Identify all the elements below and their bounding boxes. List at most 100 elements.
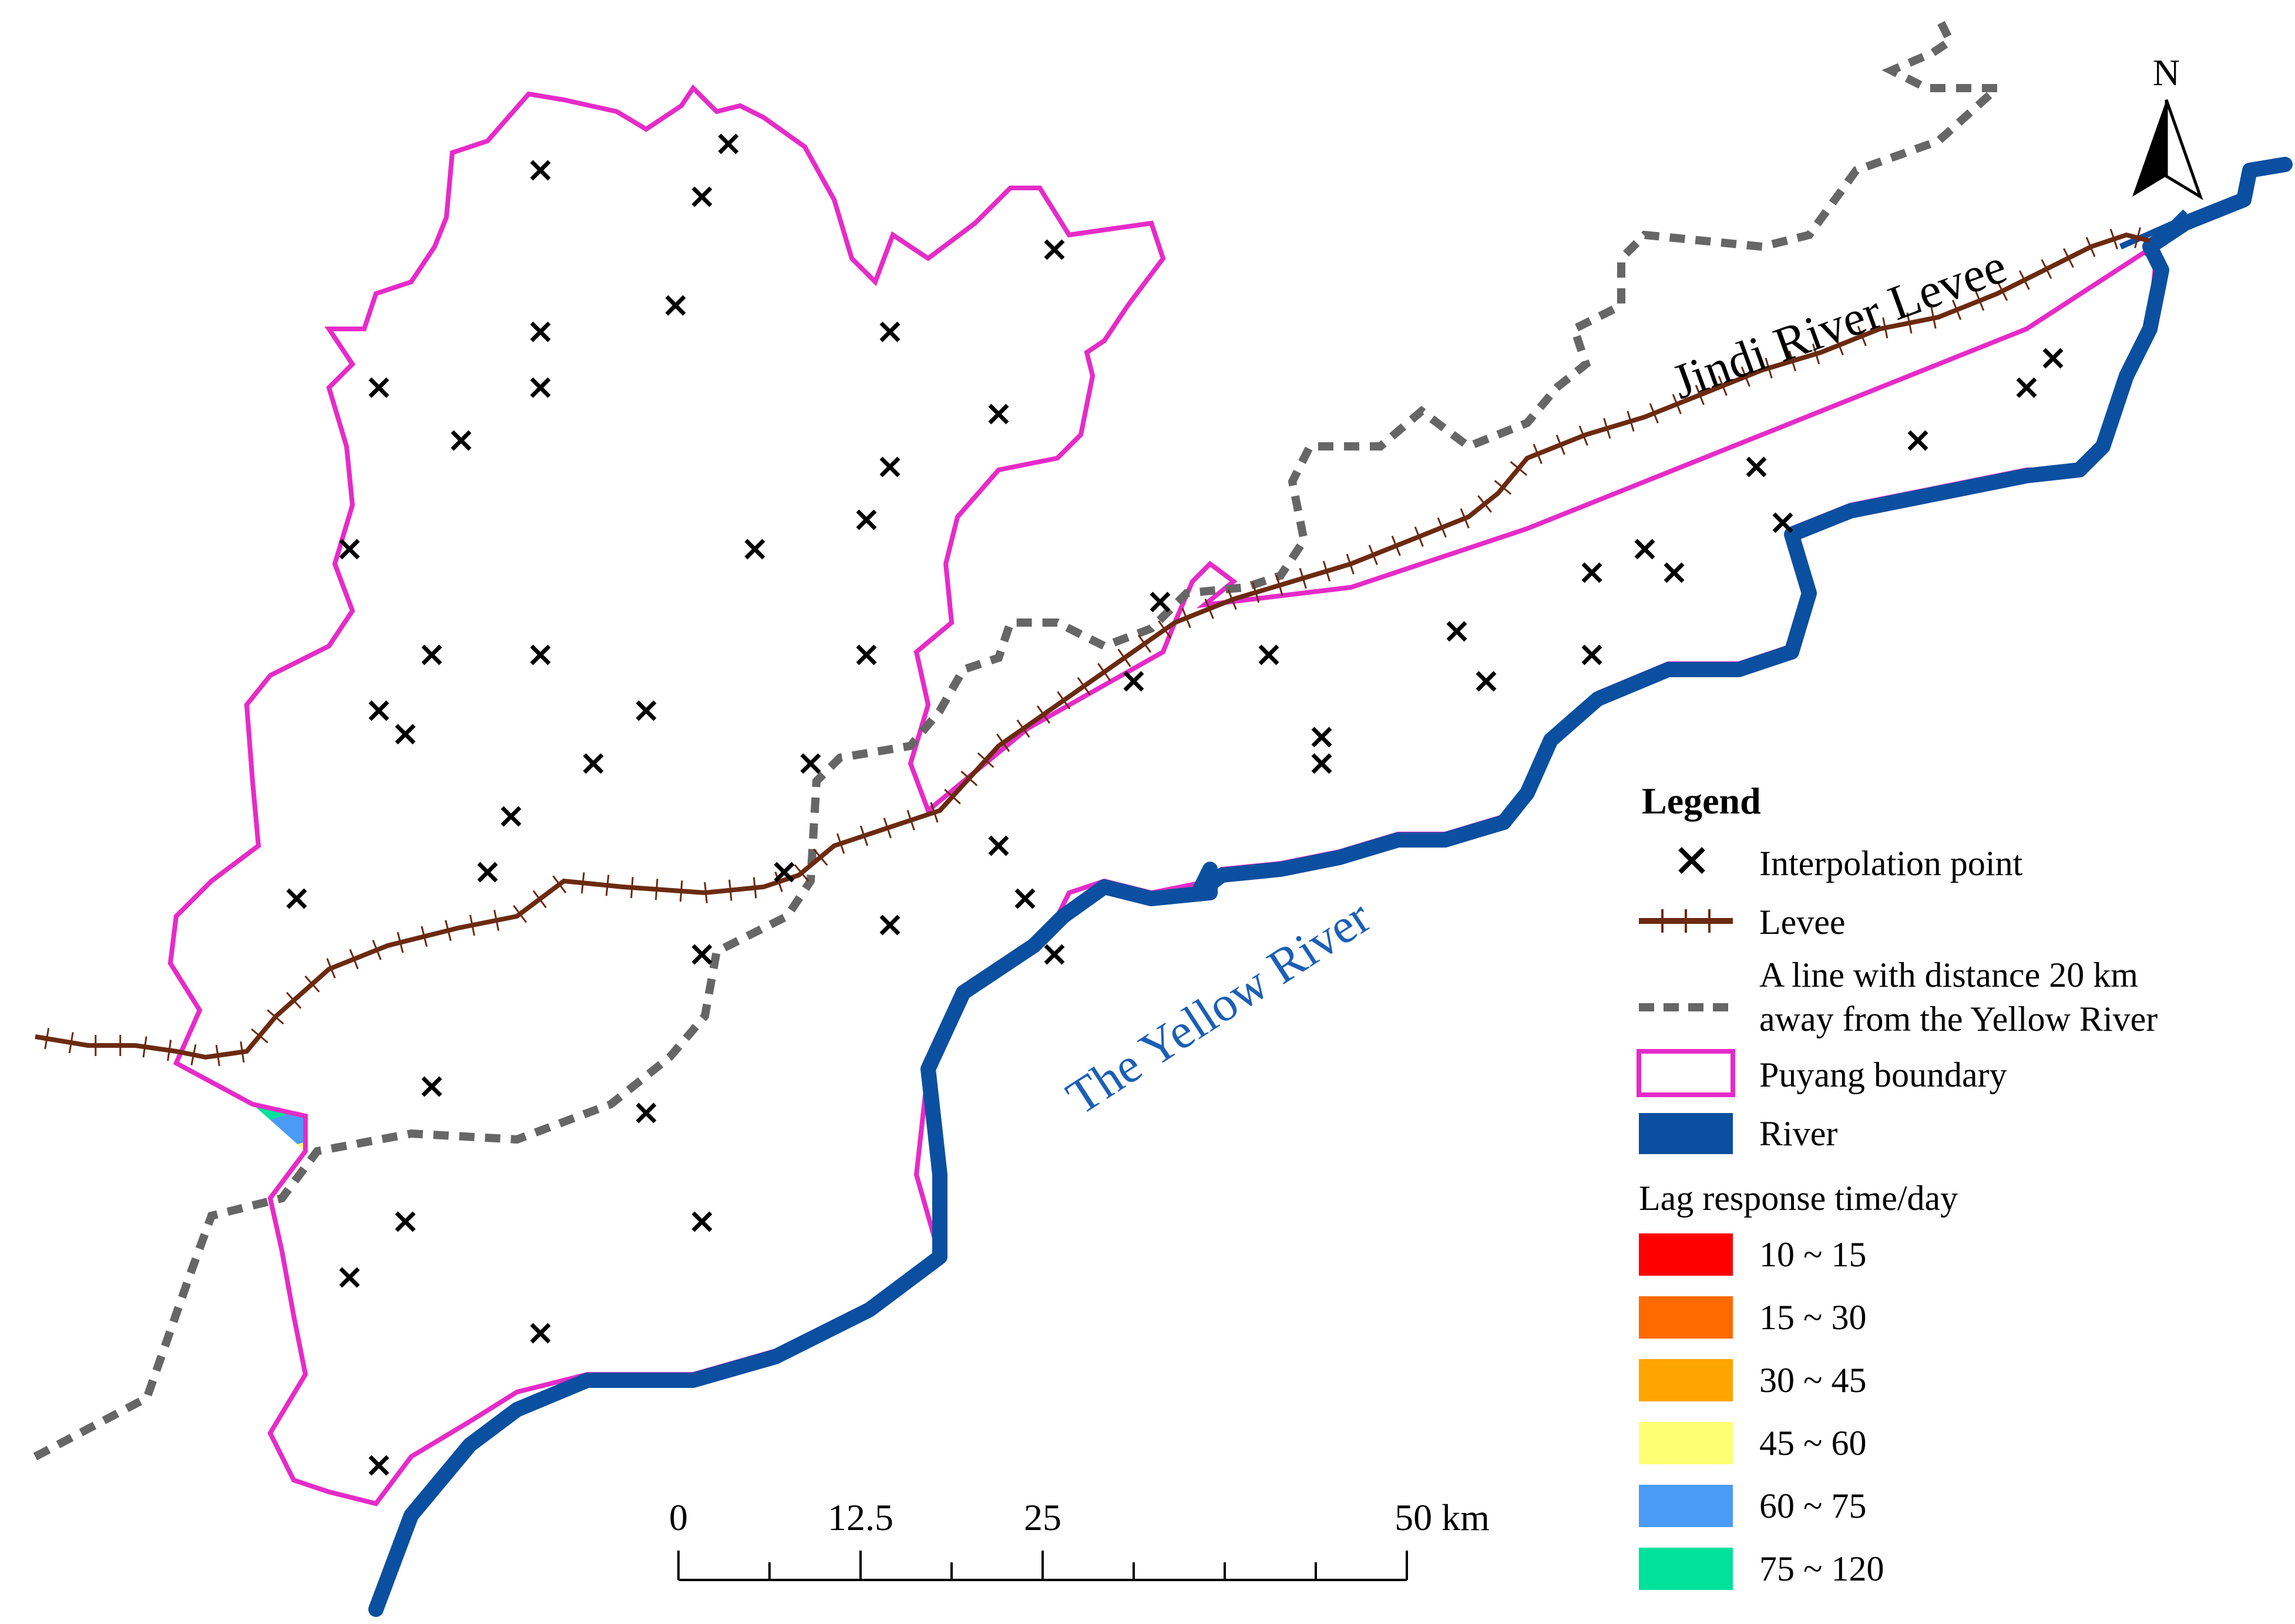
scale-bar (677, 1551, 1408, 1581)
legend-title: Legend (1642, 780, 1761, 822)
interpolation-point-icon (421, 644, 442, 665)
levee-tick (1414, 526, 1424, 547)
levee-tick (1930, 307, 1937, 329)
levee-tick (1322, 560, 1331, 582)
interpolation-point-icon (800, 753, 821, 774)
levee-tick (1460, 508, 1470, 529)
levee-tick (68, 1032, 74, 1054)
interpolation-point-icon (856, 644, 877, 665)
levee-tick (326, 958, 336, 979)
interpolation-point-icon (530, 160, 551, 181)
levee-tick (977, 752, 994, 768)
levee-tick (859, 825, 869, 846)
levee-tick (679, 880, 683, 902)
levee-tick (532, 890, 547, 909)
levee-tick (1906, 312, 1913, 334)
levee-tick (1299, 567, 1307, 589)
levee-tick (2063, 248, 2074, 268)
levee-tick (167, 1040, 172, 1061)
levee-tick (581, 872, 585, 894)
legend-classes: 10 ~ 15 15 ~ 30 30 ~ 45 45 ~ 60 60 ~ 75 75 ~ … (1639, 1233, 1884, 1590)
legend-class-label: 10 ~ 15 (1759, 1235, 1866, 1274)
levee-tick (304, 975, 320, 993)
legend-class-swatch (1639, 1359, 1733, 1401)
legend-class-swatch (1639, 1485, 1733, 1527)
interpolation-point-icon (691, 944, 713, 965)
levee-tick (1510, 460, 1528, 476)
levee-tick (1997, 281, 2008, 301)
interpolation-point-icon (451, 430, 472, 451)
levee-tick (396, 932, 404, 953)
interpolation-point-icon (1581, 562, 1602, 583)
interpolation-point-icon (1476, 671, 1497, 692)
interpolation-point-icon (1581, 644, 1602, 665)
yellow-river (368, 157, 2293, 1617)
scale-label-50km: 50 km (1395, 1497, 1490, 1538)
interpolation-point-icon (691, 186, 713, 207)
interpolation-point-icon (500, 806, 522, 827)
legend-levee-symbol (1639, 909, 1733, 933)
interpolation-point-icon (774, 862, 795, 883)
interpolation-point-icon (1258, 644, 1279, 665)
legend-class-swatch (1639, 1296, 1733, 1339)
interpolation-point-icon (1311, 727, 1332, 748)
legend-class-swatch (1639, 1548, 1733, 1590)
scale-label-12-5: 12.5 (828, 1497, 893, 1538)
levee-tick (285, 991, 302, 1009)
interpolation-point-icon (368, 377, 389, 398)
interpolation-point-icon (1014, 888, 1036, 909)
interpolation-point-icon (530, 644, 551, 665)
levee-tick (1252, 581, 1260, 603)
interpolation-point-icon (879, 321, 900, 342)
levee-line (35, 232, 2150, 1060)
levee-tick (655, 879, 658, 900)
levee-tick (1555, 435, 1565, 455)
levee-tick (1391, 536, 1401, 556)
levee-tick (1368, 544, 1378, 566)
interpolation-point-icon (1664, 562, 1685, 583)
interpolation-point-icon (1634, 539, 1655, 560)
levee-tick (728, 879, 732, 901)
interpolation-point-icon (879, 914, 900, 936)
interpolation-point-icon (856, 509, 877, 530)
legend-class-label: 30 ~ 45 (1759, 1361, 1866, 1400)
levee-tick (267, 1009, 284, 1025)
legend-class-label: 60 ~ 75 (1759, 1487, 1866, 1525)
levee-tick (493, 910, 500, 931)
legend-point-symbol (1678, 847, 1705, 874)
interpolation-point-icon (718, 133, 739, 154)
interpolation-point-icon (339, 539, 360, 560)
north-arrow-left-half (2132, 100, 2166, 197)
interpolation-point-icon (530, 377, 551, 398)
interpolation-point-icon (286, 888, 307, 909)
levee-tick (1578, 425, 1588, 446)
levee-tick (1834, 335, 1844, 355)
legend: Legend Interpolation point Levee A line … (1637, 780, 2158, 1590)
levee-tick (1016, 719, 1030, 738)
interpolation-point-icon (530, 321, 551, 342)
scale-label-0: 0 (669, 1497, 688, 1538)
levee-tick (1036, 705, 1051, 724)
legend-class-swatch (1639, 1422, 1733, 1464)
levee-tick (605, 875, 610, 896)
legend-river-label: River (1759, 1114, 1837, 1153)
levee-tick (1437, 517, 1447, 538)
levee-tick (794, 864, 809, 882)
legend-buffer-label-1: A line with distance 20 km (1759, 956, 2138, 994)
interpolation-point-icon (1907, 430, 1928, 451)
levee-tick (142, 1036, 147, 1058)
interpolation-point-icon (368, 700, 389, 721)
levee-tick (1952, 300, 1962, 320)
interpolation-point-icon (1150, 591, 1171, 613)
levee-tick (469, 914, 475, 936)
levee-tick (836, 833, 845, 854)
levee-tick (240, 1041, 245, 1063)
north-label: N (2153, 52, 2180, 93)
levee-tick (813, 848, 828, 866)
legend-levee-label: Levee (1759, 903, 1846, 942)
levee-tick (930, 802, 939, 823)
levee-tick (704, 882, 708, 903)
levee-tick (1346, 553, 1355, 574)
levee-tick (1494, 480, 1512, 495)
levee-tick (2109, 228, 2118, 250)
